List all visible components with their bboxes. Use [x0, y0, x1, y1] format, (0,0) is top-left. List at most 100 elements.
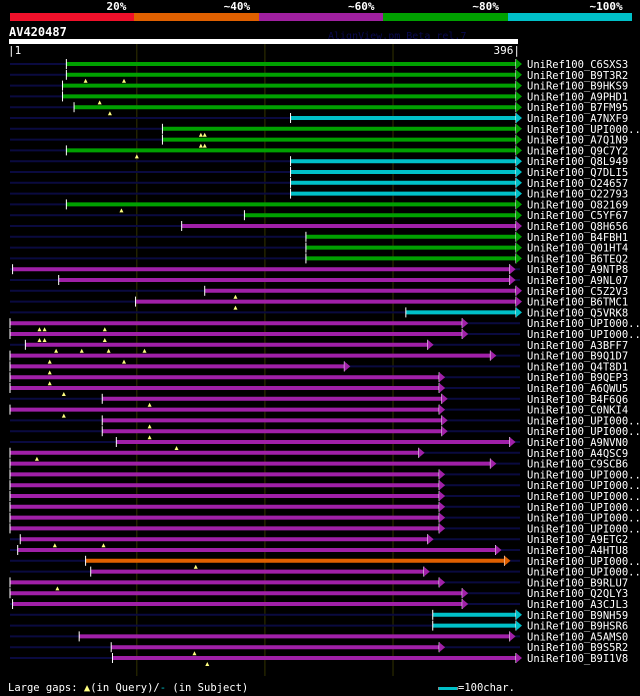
hit-label[interactable]: UniRef100_Q2QLY3	[527, 588, 628, 600]
hit-label[interactable]: UniRef100_B9T3R2	[527, 70, 628, 82]
hit-label[interactable]: UniRef100_B9QEP3	[527, 372, 628, 384]
hit-label[interactable]: UniRef100_UPI000..	[527, 556, 640, 568]
hit-label[interactable]: UniRef100_B7FM95	[527, 102, 628, 114]
hit-end-arrow	[439, 480, 446, 491]
hit-label[interactable]: UniRef100_UPI000..	[527, 124, 640, 136]
hit-label[interactable]: UniRef100_Q01HT4	[527, 243, 628, 255]
hit-end-arrow	[439, 501, 446, 512]
hit-label[interactable]: UniRef100_A3CJL3	[527, 599, 628, 611]
hit-end-arrow	[439, 523, 446, 534]
hit-label[interactable]: UniRef100_B9S5R2	[527, 642, 628, 654]
hit-label[interactable]: UniRef100_C9SCB6	[527, 459, 628, 471]
hit-label[interactable]: UniRef100_Q4T8D1	[527, 361, 628, 373]
hit-label[interactable]: UniRef100_UPI000..	[527, 426, 640, 438]
query-gap-icon: ▲	[83, 682, 91, 694]
identity-color-segment	[258, 13, 384, 21]
query-gap-marker	[174, 446, 179, 450]
query-gap-marker	[202, 143, 207, 148]
hit-label[interactable]: UniRef100_O24657	[527, 178, 628, 190]
hit-label[interactable]: UniRef100_A4HTU8	[527, 545, 628, 557]
hit-label[interactable]: UniRef100_UPI000..	[527, 491, 640, 503]
hit-label[interactable]: UniRef100_C5Z2V3	[527, 286, 628, 298]
hit-label[interactable]: UniRef100_A3BFF7	[527, 340, 628, 352]
hit-end-arrow	[427, 534, 434, 545]
gap-legend: Large gaps: ▲(in Query)/- (in Subject)	[8, 682, 248, 694]
hit-label[interactable]: UniRef100_Q9C7Y2	[527, 145, 628, 157]
hit-end-arrow	[516, 102, 522, 113]
query-gap-marker	[119, 208, 124, 213]
hit-end-arrow	[509, 275, 516, 285]
hit-end-arrow	[516, 620, 522, 631]
hit-end-arrow	[439, 491, 446, 501]
hit-label[interactable]: UniRef100_A9ETG2	[527, 534, 628, 546]
hit-label[interactable]: UniRef100_A5AMS0	[527, 631, 628, 643]
hit-label[interactable]: UniRef100_UPI000..	[527, 513, 640, 525]
hit-label[interactable]: UniRef100_B9RLU7	[527, 577, 628, 589]
hit-label[interactable]: UniRef100_UPI000..	[527, 415, 640, 427]
hit-label[interactable]: UniRef100_O22793	[527, 189, 628, 201]
hit-end-arrow	[462, 318, 469, 329]
identity-percent-label: ~80%	[472, 0, 499, 13]
query-gap-marker	[192, 651, 197, 656]
hit-label[interactable]: UniRef100_A9NVN0	[527, 437, 628, 449]
hit-end-arrow	[439, 642, 446, 653]
query-gap-marker	[97, 100, 102, 105]
hit-label[interactable]: UniRef100_A4QSC9	[527, 448, 628, 460]
query-gap-marker	[37, 327, 42, 332]
query-gap-marker	[198, 143, 203, 148]
hit-end-arrow	[516, 242, 522, 253]
hit-label[interactable]: UniRef100_A7NXF9	[527, 113, 628, 125]
hit-label[interactable]: UniRef100_A9NL07	[527, 275, 628, 287]
query-gap-marker	[107, 111, 112, 116]
hit-label[interactable]: UniRef100_B4FBH1	[527, 232, 628, 244]
hit-end-arrow	[516, 210, 522, 221]
query-gap-marker	[102, 338, 107, 342]
hit-label[interactable]: UniRef100_B4F6Q6	[527, 394, 628, 406]
hit-end-arrow	[516, 253, 522, 264]
query-gap-marker	[198, 132, 203, 137]
query-gap-marker	[233, 305, 238, 310]
hit-label[interactable]: UniRef100_C5YF67	[527, 210, 628, 222]
hit-label[interactable]: UniRef100_O82169	[527, 199, 628, 211]
hit-end-arrow	[516, 285, 522, 296]
hit-label[interactable]: UniRef100_UPI000..	[527, 318, 640, 330]
hit-label[interactable]: UniRef100_B6TEQ2	[527, 253, 628, 265]
identity-percent-label: ~60%	[348, 0, 375, 13]
hit-label[interactable]: UniRef100_Q7DLI5	[527, 167, 628, 179]
hit-label[interactable]: UniRef100_B9HKS9	[527, 81, 628, 93]
hit-label[interactable]: UniRef100_B6TMC1	[527, 297, 628, 309]
hit-label[interactable]: UniRef100_Q5VRK8	[527, 307, 628, 319]
hit-label[interactable]: UniRef100_A7Q1N9	[527, 135, 628, 147]
hit-label[interactable]: UniRef100_B9HSR6	[527, 621, 628, 633]
hit-end-arrow	[344, 361, 351, 372]
hit-label[interactable]: UniRef100_B9Q1D7	[527, 351, 628, 363]
hit-label[interactable]: UniRef100_UPI000..	[527, 469, 640, 481]
hit-label[interactable]: UniRef100_A6QWU5	[527, 383, 628, 395]
hit-label[interactable]: UniRef100_UPI000..	[527, 567, 640, 579]
hit-label[interactable]: UniRef100_C6SXS3	[527, 59, 628, 71]
query-gap-marker	[83, 78, 88, 83]
hit-label[interactable]: UniRef100_Q8L949	[527, 156, 628, 168]
hit-label[interactable]: UniRef100_UPI000..	[527, 480, 640, 492]
hit-end-arrow	[509, 631, 516, 642]
hit-label[interactable]: UniRef100_UPI000..	[527, 329, 640, 341]
hit-label[interactable]: UniRef100_Q8H656	[527, 221, 628, 233]
hit-end-arrow	[516, 59, 522, 69]
hit-end-arrow	[516, 91, 522, 102]
hit-end-arrow	[516, 156, 522, 167]
hit-end-arrow	[490, 458, 497, 469]
legend-label: Large gaps:	[8, 682, 78, 694]
hit-label[interactable]: UniRef100_B9I1V8	[527, 653, 628, 665]
hit-label[interactable]: UniRef100_A9PHD1	[527, 91, 628, 103]
hit-label[interactable]: UniRef100_UPI000..	[527, 523, 640, 535]
hit-label[interactable]: UniRef100_B9NH59	[527, 610, 628, 622]
query-gap-marker	[205, 662, 210, 666]
legend-in-subject: (in Subject)	[166, 682, 249, 694]
identity-color-segment	[507, 13, 632, 21]
hit-end-arrow	[441, 415, 448, 426]
identity-color-segment	[134, 13, 259, 21]
hit-label[interactable]: UniRef100_A9NTP8	[527, 264, 628, 276]
hit-end-arrow	[516, 80, 522, 91]
hit-label[interactable]: UniRef100_C0NKI4	[527, 405, 628, 417]
hit-label[interactable]: UniRef100_UPI000..	[527, 502, 640, 514]
